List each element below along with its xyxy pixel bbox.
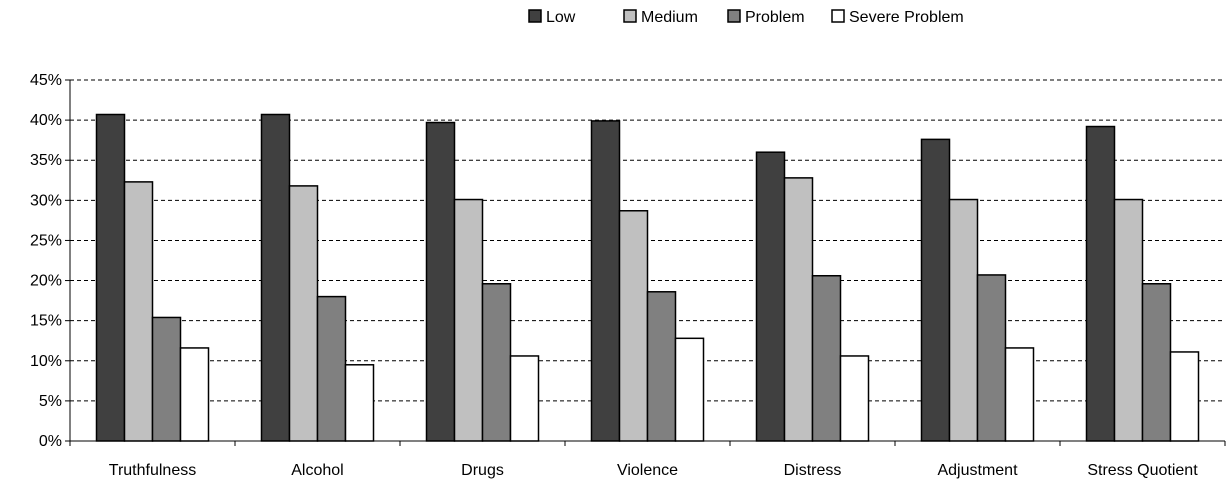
bar-alcohol-low <box>260 113 291 442</box>
bar-violence-medium <box>618 210 649 442</box>
bar-violence-low <box>590 120 621 442</box>
legend-label-low: Low <box>546 9 576 26</box>
x-axis-labels: Truthfulness Alcohol Drugs Violence Distress… <box>109 462 1198 479</box>
bar-alcohol-problem <box>316 295 347 442</box>
y-tick-label: 20% <box>30 273 62 290</box>
bar-violence-problem <box>646 291 677 442</box>
bar-distress-medium <box>783 177 814 442</box>
bar-drugs-severe-problem <box>509 355 540 442</box>
x-label-truthfulness: Truthfulness <box>109 462 196 479</box>
legend-label-problem: Problem <box>745 9 805 26</box>
y-tick-label: 35% <box>30 152 62 169</box>
y-tick-label: 45% <box>30 72 62 89</box>
legend-swatch-low <box>528 9 542 23</box>
bar-truthfulness-severe-problem <box>179 347 210 442</box>
bar-adjustment-medium <box>948 198 979 442</box>
y-tick-label: 25% <box>30 232 62 249</box>
y-tick-label: 10% <box>30 353 62 370</box>
bar-distress-severe-problem <box>839 355 870 442</box>
bar-adjustment-severe-problem <box>1004 347 1035 442</box>
bars <box>95 113 1200 442</box>
y-tick-label: 40% <box>30 112 62 129</box>
bar-stress-quotient-medium <box>1113 198 1144 442</box>
bar-alcohol-severe-problem <box>344 364 375 442</box>
x-label-drugs: Drugs <box>461 462 504 479</box>
bar-stress-quotient-problem <box>1141 283 1172 442</box>
bar-stress-quotient-severe-problem <box>1169 351 1200 442</box>
bar-truthfulness-problem <box>151 316 182 442</box>
legend: Low Medium Problem Severe Problem <box>528 9 964 26</box>
y-tick-label: 15% <box>30 313 62 330</box>
legend-label-severe-problem: Severe Problem <box>849 9 964 26</box>
x-label-distress: Distress <box>784 462 842 479</box>
bar-truthfulness-low <box>95 113 126 442</box>
legend-label-medium: Medium <box>641 9 698 26</box>
bar-alcohol-medium <box>288 185 319 442</box>
x-label-violence: Violence <box>617 462 678 479</box>
y-tick-label: 5% <box>39 393 62 410</box>
bar-violence-severe-problem <box>674 337 705 442</box>
x-label-alcohol: Alcohol <box>291 462 343 479</box>
axes <box>69 80 1226 446</box>
y-tick-label: 0% <box>39 433 62 450</box>
bar-distress-problem <box>811 274 842 442</box>
legend-swatch-problem <box>727 9 741 23</box>
legend-swatch-severe-problem <box>831 9 845 23</box>
bar-drugs-medium <box>453 198 484 442</box>
bar-distress-low <box>755 151 786 442</box>
legend-swatch-medium <box>623 9 637 23</box>
y-axis-ticks: 0% 5% 10% 15% 20% 25% 30% 35% 40% 45% <box>30 72 70 450</box>
x-label-stress-quotient: Stress Quotient <box>1087 462 1198 479</box>
y-tick-label: 30% <box>30 192 62 209</box>
bar-adjustment-problem <box>976 274 1007 442</box>
bar-drugs-problem <box>481 283 512 442</box>
x-label-adjustment: Adjustment <box>937 462 1018 479</box>
bar-stress-quotient-low <box>1085 125 1116 442</box>
bar-drugs-low <box>425 121 456 442</box>
bar-adjustment-low <box>920 138 951 442</box>
bar-truthfulness-medium <box>123 181 154 442</box>
